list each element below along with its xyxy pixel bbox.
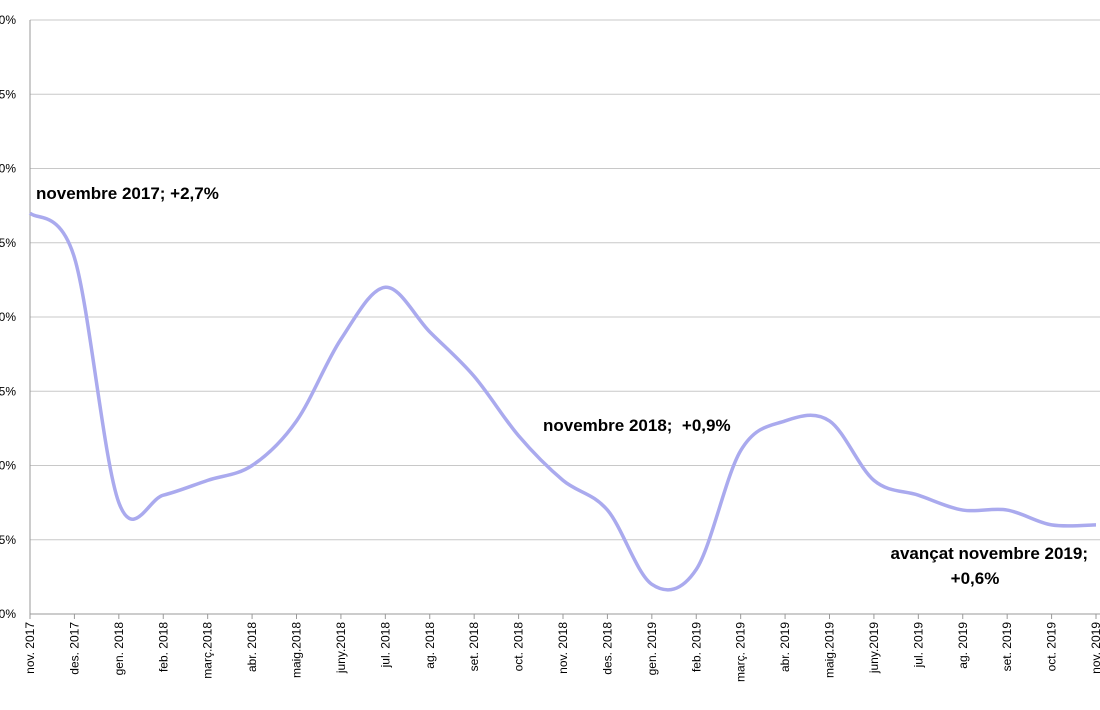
annotation: avançat novembre 2019; bbox=[891, 544, 1089, 563]
x-tick-label: maig.2019 bbox=[823, 622, 837, 678]
x-tick-label: jul. 2018 bbox=[378, 622, 392, 669]
x-tick-label: juny.2019 bbox=[867, 622, 881, 674]
x-tick-label: març. 2019 bbox=[734, 622, 748, 682]
x-tick-label: nov. 2019 bbox=[1089, 622, 1100, 674]
x-tick-label: ag. 2019 bbox=[956, 622, 970, 669]
x-tick-label: set. 2019 bbox=[1000, 622, 1014, 672]
y-tick-label: 3,5% bbox=[0, 87, 16, 101]
annotation: novembre 2018; +0,9% bbox=[543, 416, 731, 435]
x-tick-label: maig.2018 bbox=[290, 622, 304, 678]
y-tick-label: 0,0% bbox=[0, 607, 16, 621]
x-tick-label: nov. 2018 bbox=[556, 622, 570, 674]
x-tick-label: gen. 2018 bbox=[112, 622, 126, 676]
y-tick-label: 2,0% bbox=[0, 310, 16, 324]
x-tick-label: des. 2018 bbox=[600, 622, 614, 675]
x-tick-label: oct. 2018 bbox=[512, 622, 526, 672]
x-tick-label: des. 2017 bbox=[67, 622, 81, 675]
y-tick-label: 2,5% bbox=[0, 236, 16, 250]
y-tick-label: 0,5% bbox=[0, 533, 16, 547]
x-tick-label: juny.2018 bbox=[334, 622, 348, 674]
x-tick-label: nov. 2017 bbox=[23, 622, 37, 674]
y-tick-label: 1,0% bbox=[0, 459, 16, 473]
x-tick-label: feb. 2019 bbox=[689, 622, 703, 672]
x-tick-label: jul. 2019 bbox=[911, 622, 925, 669]
x-tick-label: gen. 2019 bbox=[645, 622, 659, 676]
y-tick-label: 4,0% bbox=[0, 13, 16, 27]
annotation: +0,6% bbox=[951, 569, 1000, 588]
x-tick-label: ag. 2018 bbox=[423, 622, 437, 669]
line bbox=[28, 211, 1097, 592]
y-tick-label: 3,0% bbox=[0, 162, 16, 176]
x-tick-label: oct. 2019 bbox=[1045, 622, 1059, 672]
x-tick-label: març.2018 bbox=[201, 622, 215, 679]
x-tick-label: abr. 2018 bbox=[245, 622, 259, 672]
x-tick-label: set. 2018 bbox=[467, 622, 481, 672]
annotation: novembre 2017; +2,7% bbox=[36, 184, 219, 203]
x-tick-label: abr. 2019 bbox=[778, 622, 792, 672]
y-tick-label: 1,5% bbox=[0, 384, 16, 398]
x-tick-label: feb. 2018 bbox=[156, 622, 170, 672]
